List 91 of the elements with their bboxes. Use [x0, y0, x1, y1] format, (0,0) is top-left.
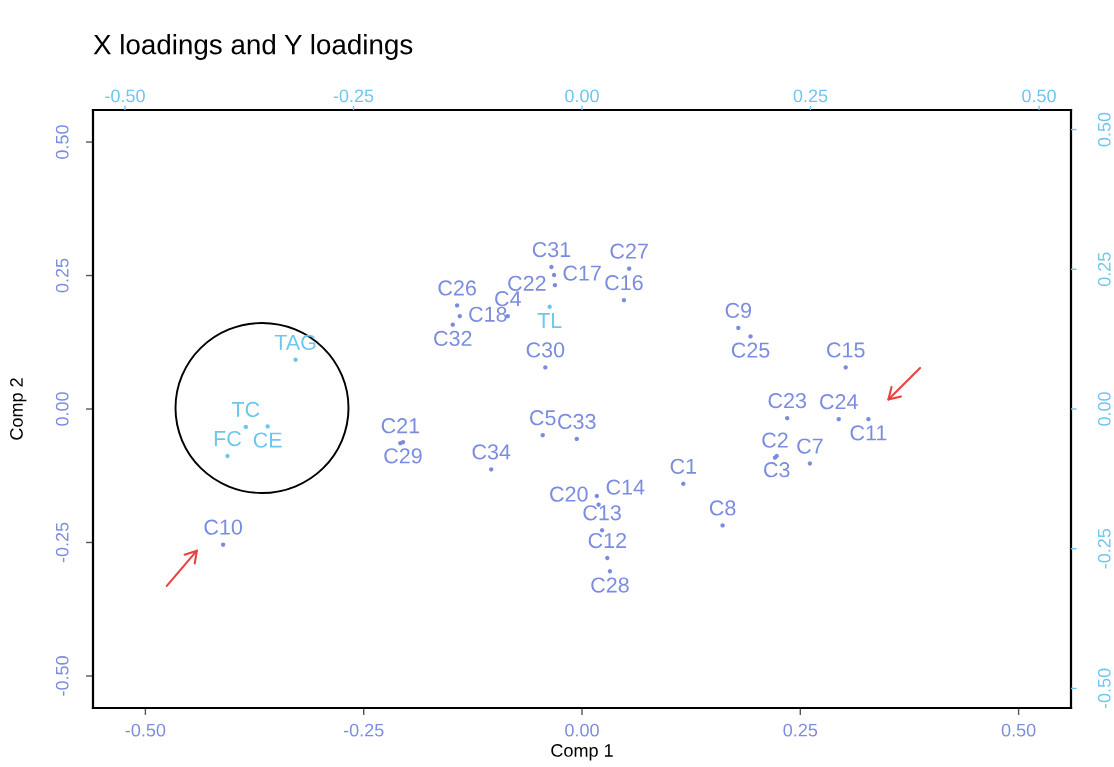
y2-tick-label: 0.25 [1097, 252, 1111, 287]
x2-tick-label: 0.00 [565, 89, 599, 103]
y-tick-label: 0.25 [55, 258, 69, 293]
point [243, 424, 249, 430]
point [621, 297, 627, 303]
data-label: C17 [563, 265, 601, 281]
data-label: C12 [588, 532, 626, 549]
point [457, 313, 462, 319]
point [574, 436, 579, 442]
data-label: C33 [558, 413, 596, 430]
data-label: C8 [709, 500, 736, 516]
point [540, 432, 545, 438]
data-label: FC [214, 430, 241, 447]
data-label: C18 [469, 306, 507, 322]
y2-tick-label: -0.25 [1097, 528, 1111, 569]
point [605, 555, 610, 561]
data-label: C11 [850, 425, 887, 441]
point [293, 357, 298, 363]
data-label: C28 [591, 577, 629, 593]
data-label: C3 [764, 462, 790, 478]
point [543, 365, 548, 370]
y-tick-label: 0.00 [55, 392, 69, 426]
data-label: C16 [605, 275, 643, 291]
data-label: C27 [610, 243, 648, 259]
x2-tick-label: -0.25 [333, 89, 374, 103]
data-label: C31 [532, 241, 571, 258]
point [220, 542, 226, 547]
point [549, 264, 554, 270]
x2-tick-label: 0.25 [793, 89, 828, 103]
data-label: C5 [530, 410, 556, 426]
point [607, 569, 613, 574]
data-label: C21 [381, 418, 420, 434]
point [807, 461, 813, 466]
y-axis-title: Comp 2 [10, 378, 27, 440]
point [454, 303, 460, 308]
point [488, 467, 494, 472]
point [594, 493, 600, 499]
point [866, 416, 871, 422]
x-tick-label: 0.50 [1001, 723, 1036, 737]
data-label: C4 [495, 291, 521, 307]
data-label: C29 [384, 448, 422, 464]
point [748, 334, 753, 339]
data-label: C23 [768, 393, 807, 409]
data-label: C26 [438, 280, 476, 296]
data-label: TC [231, 401, 260, 418]
x-tick-label: -0.50 [125, 723, 166, 737]
y2-tick-label: 0.00 [1097, 392, 1111, 426]
data-label: C24 [820, 394, 858, 410]
data-label: C20 [550, 486, 588, 502]
data-label: C9 [725, 302, 752, 319]
data-label: C7 [797, 438, 823, 454]
point [785, 415, 790, 421]
data-label: TAG [274, 334, 316, 351]
data-label: C34 [472, 444, 511, 460]
chart-title: X loadings and Y loadings [93, 34, 413, 60]
data-label: C32 [434, 330, 472, 347]
data-label: C30 [526, 342, 565, 358]
point [547, 304, 552, 309]
data-label: C25 [731, 342, 770, 358]
x-tick-label: -0.25 [343, 723, 384, 737]
x-tick-label: 0.25 [783, 723, 818, 737]
data-label: C22 [508, 275, 546, 291]
y2-tick-label: 0.50 [1097, 112, 1111, 147]
data-label: C14 [606, 479, 645, 495]
data-label: C10 [204, 519, 243, 535]
data-label: C15 [827, 342, 865, 358]
data-label: TL [537, 313, 562, 328]
point [552, 282, 558, 288]
point [836, 416, 841, 422]
y-tick-label: 0.50 [55, 125, 69, 159]
point [225, 453, 230, 459]
y2-tick-label: -0.50 [1097, 668, 1111, 709]
point [736, 325, 741, 331]
point [843, 365, 848, 370]
x-axis-title: Comp 1 [551, 744, 613, 761]
data-label: C2 [762, 432, 788, 448]
x-tick-label: 0.00 [565, 723, 599, 737]
point [681, 481, 686, 486]
data-label: CE [253, 432, 282, 448]
x2-tick-label: -0.50 [105, 89, 145, 103]
point [265, 424, 270, 429]
point [599, 528, 605, 533]
y-tick-label: -0.50 [55, 656, 69, 696]
point [626, 266, 632, 271]
point [551, 272, 557, 278]
point [720, 523, 725, 528]
point [450, 322, 455, 327]
x2-tick-label: 0.50 [1022, 89, 1056, 103]
y-tick-label: -0.25 [55, 522, 69, 563]
data-label: C1 [670, 458, 696, 474]
data-label: C13 [583, 505, 621, 521]
